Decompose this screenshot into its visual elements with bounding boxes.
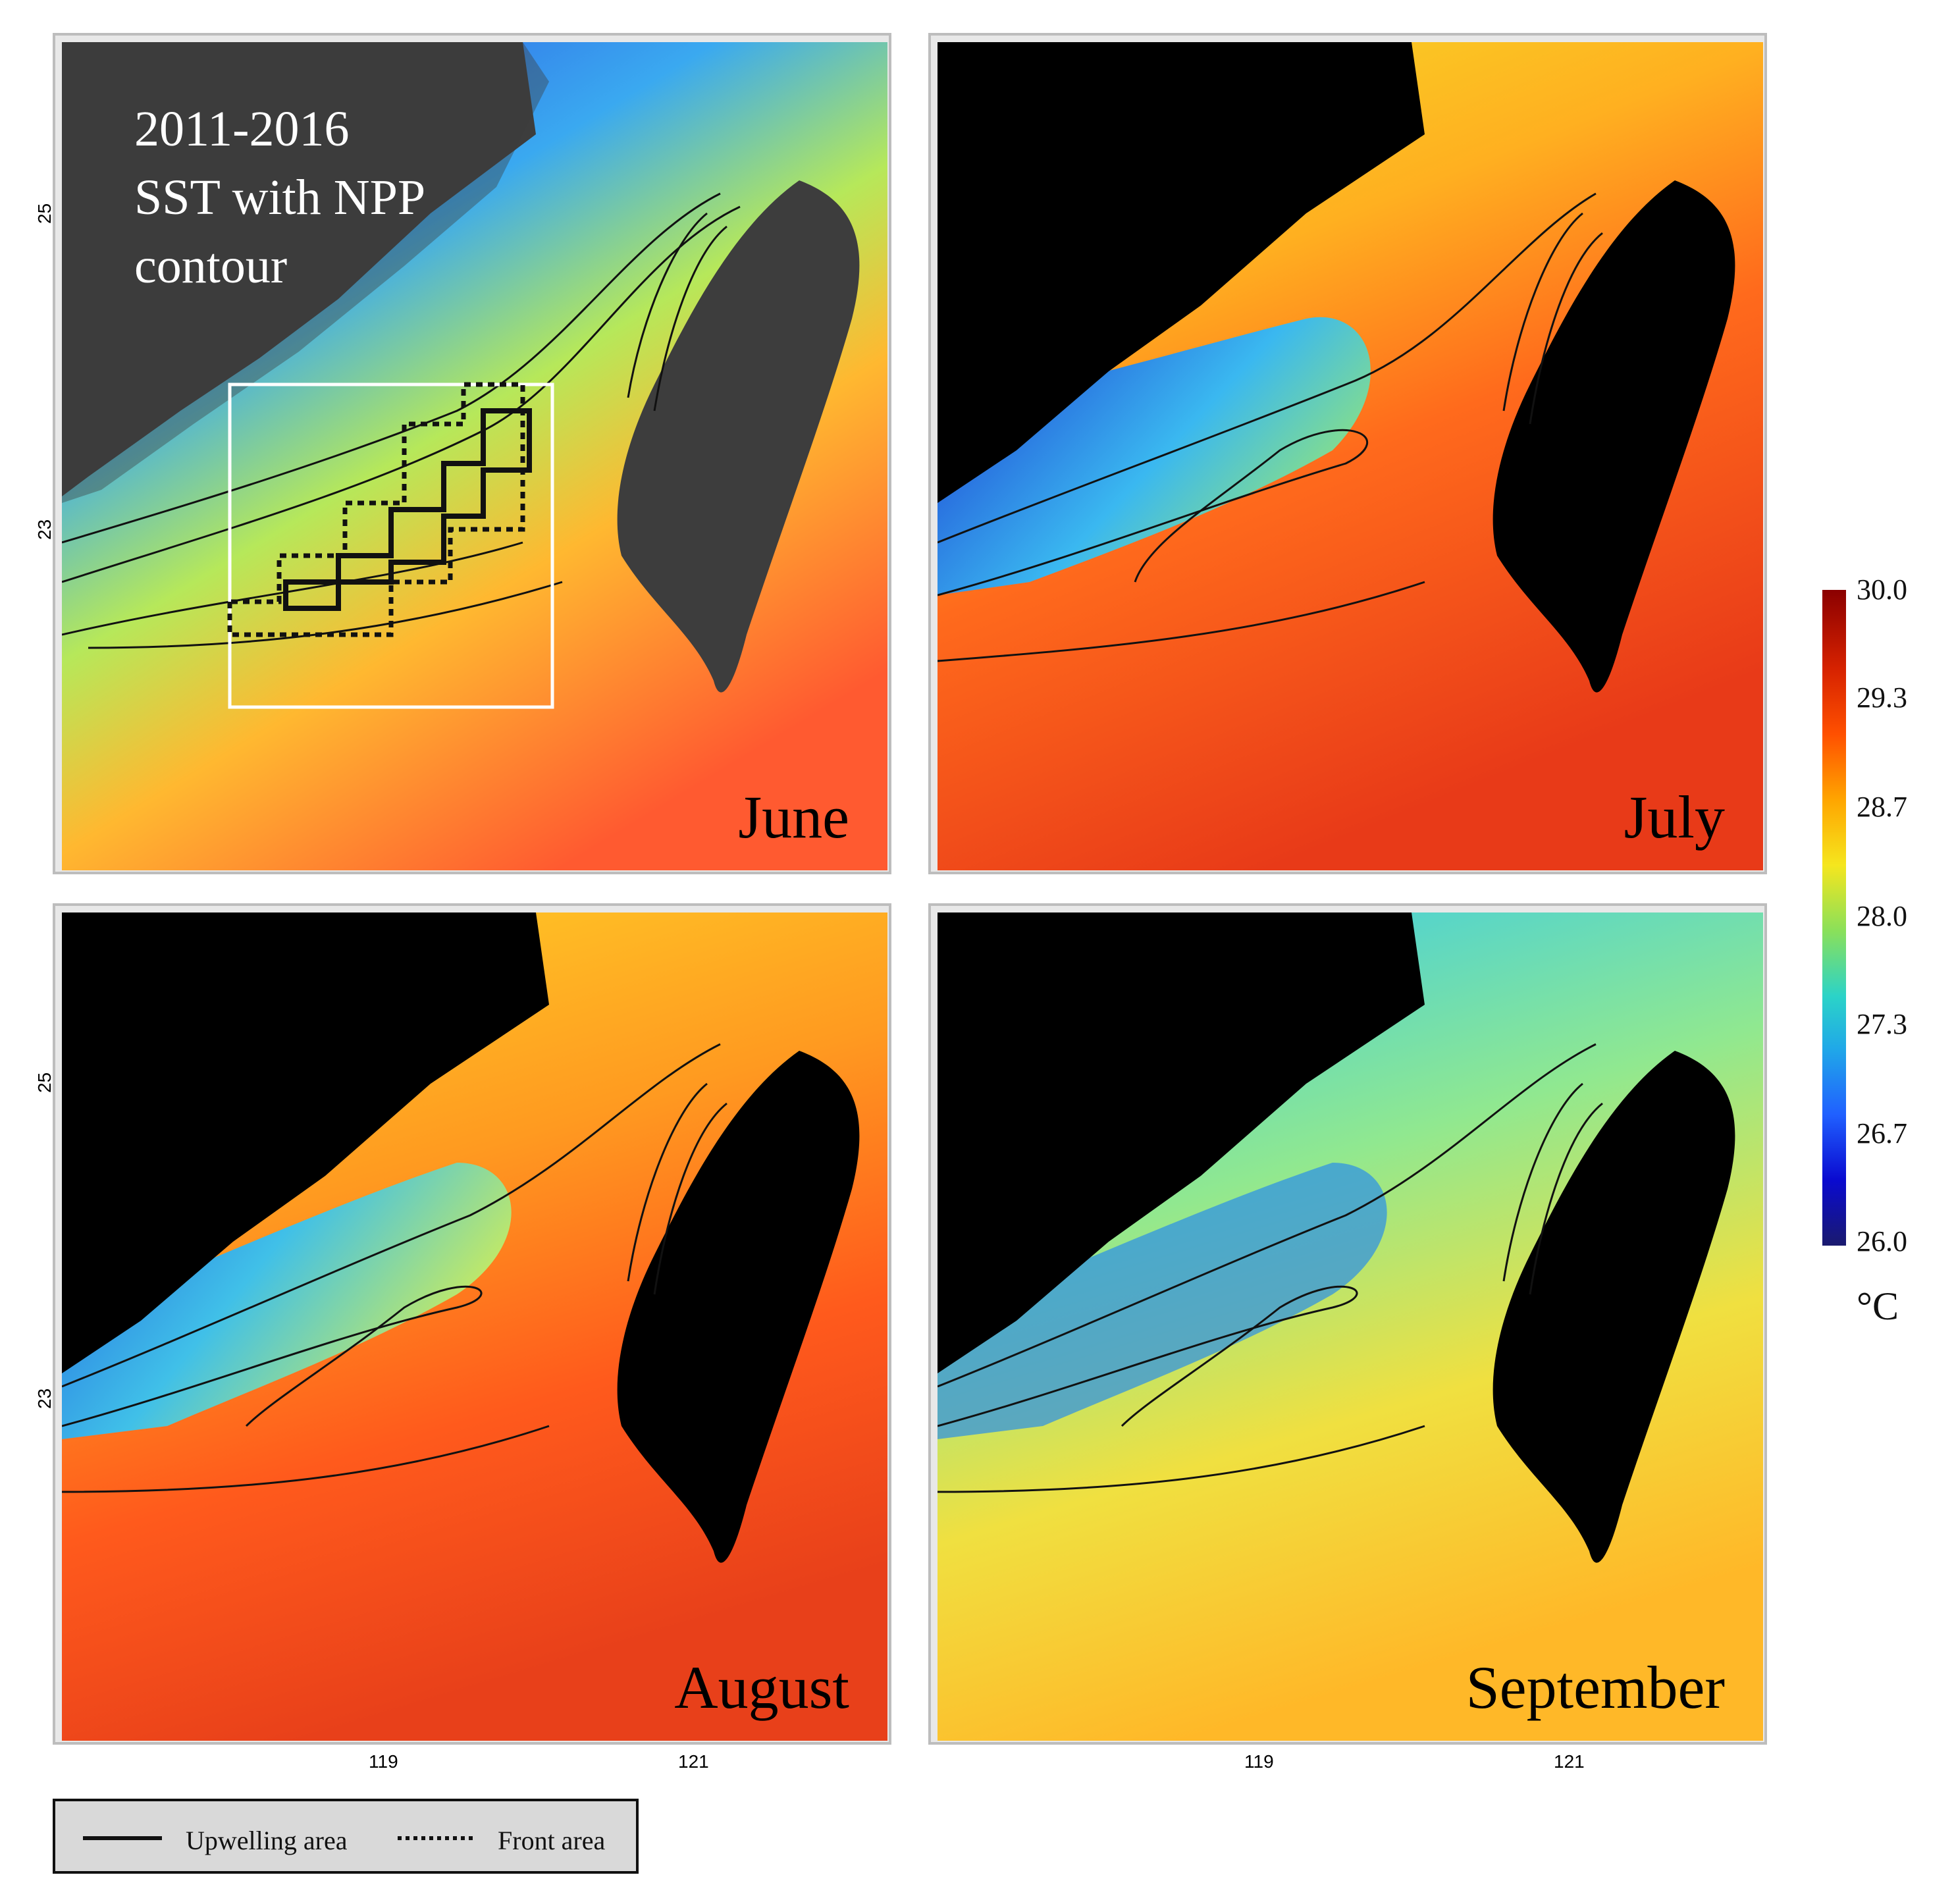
colorbar-tick-28-7: 28.7 (1857, 791, 1907, 823)
colorbar-tick-28-0: 28.0 (1857, 900, 1907, 932)
month-label-june: June (738, 783, 849, 851)
lat-label-25-top: 25 (34, 203, 55, 224)
mainland-china (62, 912, 549, 1373)
coastal-shelf (62, 42, 549, 503)
figure-title: 2011-2016 SST with NPP contour (134, 95, 425, 300)
study-region-box (228, 383, 554, 709)
title-line-1: 2011-2016 (134, 101, 350, 157)
month-label-september: September (1466, 1654, 1725, 1721)
colorbar-unit: °C (1857, 1284, 1899, 1328)
colorbar-tick-29-3: 29.3 (1857, 681, 1907, 714)
month-label-july: July (1624, 783, 1725, 851)
colorbar-tick-27-3: 27.3 (1857, 1008, 1907, 1040)
npp-contours (937, 192, 1603, 662)
npp-contours (62, 1043, 727, 1493)
title-line-2: SST with NPP (134, 170, 426, 225)
lon-label-119-right: 119 (1244, 1751, 1274, 1772)
upwelling-area-outline (283, 408, 532, 611)
npp-contours (937, 1043, 1603, 1493)
map-panel-june: 2011-2016 SST with NPP contour June (53, 33, 891, 874)
lat-label-23-top: 23 (34, 519, 55, 540)
month-label-august: August (674, 1654, 849, 1721)
map-panel-september: September (928, 903, 1767, 1745)
lon-label-121-left: 121 (678, 1751, 709, 1772)
lat-label-23-bottom: 23 (34, 1388, 55, 1409)
mainland-china (937, 42, 1425, 503)
map-panel-july: July (928, 33, 1767, 874)
lon-label-121-right: 121 (1554, 1751, 1585, 1772)
lat-label-25-bottom: 25 (34, 1072, 55, 1093)
legend-upwelling-label: Upwelling area (186, 1826, 348, 1855)
dotted-line-swatch (398, 1836, 477, 1840)
taiwan-island (1492, 180, 1735, 693)
solid-line-swatch (83, 1836, 162, 1840)
taiwan-island (617, 180, 860, 693)
sst-map-september (937, 912, 1763, 1741)
taiwan-island (1492, 1051, 1735, 1563)
sst-map-june (62, 42, 887, 870)
sst-map-july (937, 42, 1763, 870)
legend-front-label: Front area (498, 1826, 606, 1855)
taiwan-island (617, 1051, 860, 1563)
sst-colorbar (1822, 590, 1846, 1246)
upwelling-cool-water (937, 1163, 1387, 1439)
lon-label-119-left: 119 (369, 1751, 398, 1772)
colorbar-tick-26-0: 26.0 (1857, 1225, 1907, 1257)
upwelling-cool-water (62, 1163, 512, 1439)
front-area-outline (227, 382, 525, 637)
area-legend: Upwelling area Front area (53, 1799, 639, 1874)
sst-map-august (62, 912, 887, 1741)
colorbar-tick-30-0: 30.0 (1857, 573, 1907, 606)
mainland-china (62, 42, 536, 496)
map-panel-august: August (53, 903, 891, 1745)
colorbar-tick-26-7: 26.7 (1857, 1117, 1907, 1150)
title-line-3: contour (134, 238, 288, 294)
mainland-china (937, 912, 1425, 1373)
